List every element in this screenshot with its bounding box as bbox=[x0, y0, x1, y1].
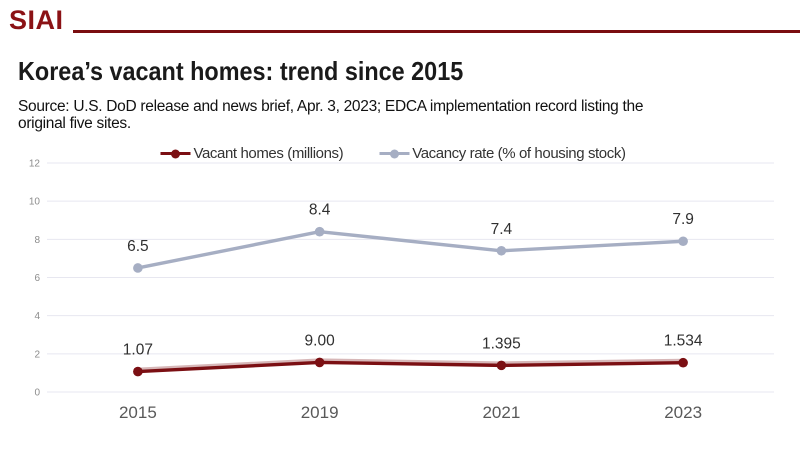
data-label: 8.4 bbox=[309, 202, 331, 219]
y-axis-tick-label: 6 bbox=[34, 273, 40, 284]
data-point bbox=[133, 366, 143, 377]
data-label: 7.4 bbox=[491, 221, 513, 238]
y-axis-tick-label: 10 bbox=[29, 197, 41, 208]
x-axis-tick-label: 2023 bbox=[664, 403, 702, 422]
x-axis-tick-label: 2015 bbox=[119, 403, 157, 422]
page-title-text: Korea’s vacant homes: trend since 2015 bbox=[18, 56, 464, 86]
x-axis-tick-label: 2019 bbox=[301, 403, 339, 422]
legend-label: Vacant homes (millions) bbox=[193, 145, 344, 162]
data-point bbox=[314, 226, 325, 237]
data-label: 1.395 bbox=[482, 335, 521, 352]
legend-marker-icon bbox=[379, 149, 410, 158]
data-point bbox=[496, 245, 507, 256]
chart: 0 2 4 6 8 10 12 2015 2019 2021 2023 6.5 8.4 7.4 7.9 1.0… bbox=[0, 145, 800, 450]
data-point bbox=[678, 357, 688, 368]
legend-label: Vacancy rate (% of housing stock) bbox=[412, 145, 626, 162]
legend-item: Vacancy rate (% of housing stock) bbox=[379, 145, 626, 162]
data-label: 7.9 bbox=[672, 211, 694, 228]
series-line-halo bbox=[137, 358, 684, 371]
data-label: 9.00 bbox=[305, 332, 336, 349]
chart-legend: Vacant homes (millions) Vacancy rate (% o… bbox=[160, 145, 626, 162]
data-point bbox=[314, 357, 325, 368]
legend-marker-icon bbox=[160, 149, 191, 158]
series-line bbox=[137, 360, 684, 374]
y-axis-tick-label: 0 bbox=[34, 388, 40, 399]
data-label: 1.534 bbox=[664, 333, 703, 350]
source-line2: original five sites. bbox=[18, 114, 131, 132]
data-point bbox=[678, 236, 688, 247]
series-line bbox=[137, 229, 684, 270]
legend-item: Vacant homes (millions) bbox=[160, 145, 344, 162]
x-axis-tick-label: 2021 bbox=[482, 403, 520, 422]
data-point bbox=[133, 263, 143, 273]
source-line1: Source: U.S. DoD release and news brief,… bbox=[18, 98, 644, 115]
y-axis-tick-label: 4 bbox=[34, 311, 40, 322]
y-axis-tick-label: 12 bbox=[29, 159, 41, 170]
page-title: Korea’s vacant homes: trend since 2015 bbox=[18, 56, 513, 87]
brand-logo: SIAI bbox=[9, 5, 64, 35]
y-axis-tick-label: 2 bbox=[34, 349, 40, 360]
brand-rule bbox=[73, 30, 800, 33]
data-label: 1.07 bbox=[123, 342, 153, 359]
legend-dot-icon bbox=[389, 149, 399, 158]
data-label: 6.5 bbox=[127, 238, 149, 255]
chart-canvas: 0 2 4 6 8 10 12 2015 2019 2021 2023 6.5 8.4 7.4 7.9 1.0… bbox=[29, 159, 774, 422]
legend-dot-icon bbox=[171, 149, 181, 158]
source-note: Source: U.S. DoD release and news brief,… bbox=[18, 98, 644, 132]
y-axis-tick-label: 8 bbox=[34, 235, 40, 246]
data-point bbox=[496, 360, 507, 371]
